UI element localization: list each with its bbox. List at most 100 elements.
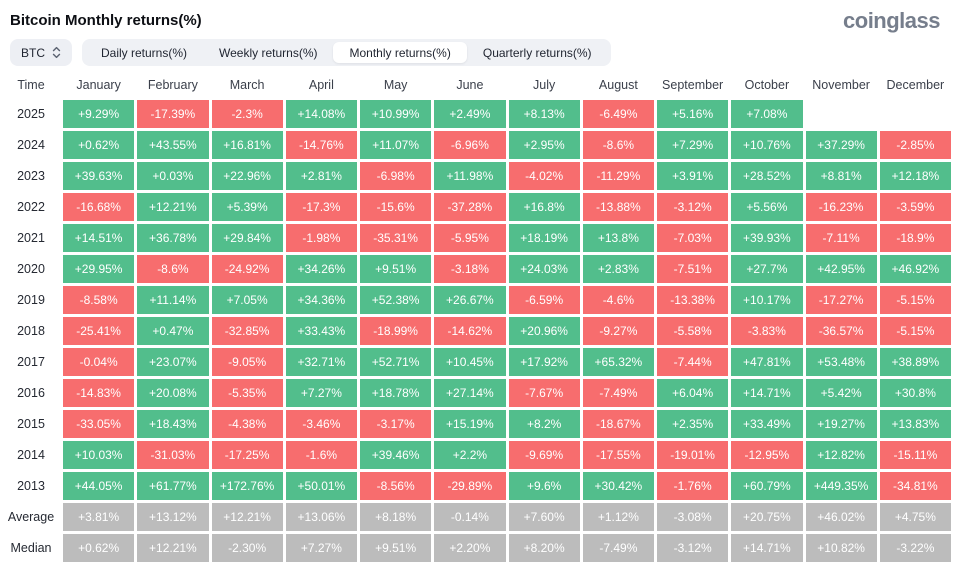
cell-2017-may: +52.71%	[360, 348, 432, 376]
cell-2014-january: +10.03%	[63, 441, 135, 469]
cell-2024-december: -2.85%	[879, 131, 951, 159]
cell-2014-october: -12.95%	[731, 441, 803, 469]
cell-2016-july: -7.67%	[508, 379, 580, 407]
cell-2021-january: +14.51%	[63, 224, 135, 252]
cell-2021-october: +39.93%	[731, 224, 803, 252]
cell-2014-march: -17.25%	[211, 441, 283, 469]
row-label-2025: 2025	[17, 107, 45, 121]
cell-2021-november: -7.11%	[805, 224, 877, 252]
cell-median-july: +8.20%	[508, 534, 580, 562]
tab-daily-returns[interactable]: Daily returns(%)	[85, 42, 203, 63]
cell-2019-april: +34.36%	[285, 286, 357, 314]
cell-2015-may: -3.17%	[360, 410, 432, 438]
cell-2017-march: -9.05%	[211, 348, 283, 376]
row-label-2017: 2017	[17, 355, 45, 369]
row-label-median: Median	[10, 541, 52, 555]
tab-monthly-returns[interactable]: Monthly returns(%)	[333, 42, 467, 63]
cell-2018-july: +20.96%	[508, 317, 580, 345]
cell-2020-july: +24.03%	[508, 255, 580, 283]
cell-2014-may: +39.46%	[360, 441, 432, 469]
cell-2023-may: -6.98%	[360, 162, 432, 190]
cell-2024-february: +43.55%	[137, 131, 209, 159]
cell-2022-june: -37.28%	[434, 193, 506, 221]
cell-2014-april: -1.6%	[285, 441, 357, 469]
cell-2025-august: -6.49%	[582, 100, 654, 128]
cell-2025-march: -2.3%	[211, 100, 283, 128]
cell-average-december: +4.75%	[879, 503, 951, 531]
returns-period-tabs: Daily returns(%) Weekly returns(%) Monthly…	[82, 39, 611, 66]
cell-2016-december: +30.8%	[879, 379, 951, 407]
cell-2013-november: +449.35%	[805, 472, 877, 500]
cell-2021-april: -1.98%	[285, 224, 357, 252]
cell-2025-june: +2.49%	[434, 100, 506, 128]
cell-2020-january: +29.95%	[63, 255, 135, 283]
cell-2014-august: -17.55%	[582, 441, 654, 469]
cell-2025-february: -17.39%	[137, 100, 209, 128]
cell-2017-july: +17.92%	[508, 348, 580, 376]
cell-2025-september: +5.16%	[657, 100, 729, 128]
cell-2019-june: +26.67%	[434, 286, 506, 314]
cell-2021-august: +13.8%	[582, 224, 654, 252]
cell-2025-may: +10.99%	[360, 100, 432, 128]
cell-2022-may: -15.6%	[360, 193, 432, 221]
cell-2014-november: +12.82%	[805, 441, 877, 469]
cell-2025-april: +14.08%	[285, 100, 357, 128]
cell-2021-may: -35.31%	[360, 224, 432, 252]
cell-2015-march: -4.38%	[211, 410, 283, 438]
cell-2025-november	[806, 100, 877, 128]
cell-2025-january: +9.29%	[63, 100, 135, 128]
cell-2015-june: +15.19%	[434, 410, 506, 438]
cell-2020-april: +34.26%	[285, 255, 357, 283]
column-header-april: April	[308, 77, 334, 92]
cell-average-january: +3.81%	[63, 503, 135, 531]
cell-2024-september: +7.29%	[657, 131, 729, 159]
tab-weekly-returns[interactable]: Weekly returns(%)	[203, 42, 333, 63]
cell-average-may: +8.18%	[360, 503, 432, 531]
column-header-august: August	[598, 77, 638, 92]
cell-2018-december: -5.15%	[879, 317, 951, 345]
cell-2021-march: +29.84%	[211, 224, 283, 252]
cell-2015-december: +13.83%	[879, 410, 951, 438]
cell-2014-february: -31.03%	[137, 441, 209, 469]
row-label-2022: 2022	[17, 200, 45, 214]
cell-2015-august: -18.67%	[582, 410, 654, 438]
tab-quarterly-returns[interactable]: Quarterly returns(%)	[467, 42, 608, 63]
cell-2018-april: +33.43%	[285, 317, 357, 345]
cell-2024-november: +37.29%	[805, 131, 877, 159]
cell-median-march: -2.30%	[211, 534, 283, 562]
cell-2016-june: +27.14%	[434, 379, 506, 407]
cell-2016-november: +5.42%	[805, 379, 877, 407]
cell-2017-june: +10.45%	[434, 348, 506, 376]
cell-2019-may: +52.38%	[360, 286, 432, 314]
cell-2022-february: +12.21%	[137, 193, 209, 221]
cell-average-february: +13.12%	[137, 503, 209, 531]
cell-2022-august: -13.88%	[582, 193, 654, 221]
cell-2023-august: -11.29%	[582, 162, 654, 190]
cell-2023-december: +12.18%	[879, 162, 951, 190]
coin-selector[interactable]: BTC	[10, 39, 72, 66]
cell-2015-april: -3.46%	[285, 410, 357, 438]
cell-2016-february: +20.08%	[137, 379, 209, 407]
cell-2016-september: +6.04%	[657, 379, 729, 407]
cell-2022-april: -17.3%	[285, 193, 357, 221]
cell-2022-december: -3.59%	[879, 193, 951, 221]
cell-2013-september: -1.76%	[657, 472, 729, 500]
cell-median-september: -3.12%	[657, 534, 729, 562]
row-label-2019: 2019	[17, 293, 45, 307]
cell-2018-september: -5.58%	[657, 317, 729, 345]
cell-2013-february: +61.77%	[137, 472, 209, 500]
cell-2017-november: +53.48%	[805, 348, 877, 376]
cell-2018-may: -18.99%	[360, 317, 432, 345]
cell-2021-december: -18.9%	[879, 224, 951, 252]
cell-2020-october: +27.7%	[731, 255, 803, 283]
cell-2018-october: -3.83%	[731, 317, 803, 345]
cell-2023-october: +28.52%	[731, 162, 803, 190]
cell-average-june: -0.14%	[434, 503, 506, 531]
cell-2017-february: +23.07%	[137, 348, 209, 376]
cell-2022-november: -16.23%	[805, 193, 877, 221]
cell-2023-november: +8.81%	[805, 162, 877, 190]
cell-2013-may: -8.56%	[360, 472, 432, 500]
updown-chevrons-icon	[52, 46, 61, 59]
column-header-january: January	[76, 77, 121, 92]
cell-2015-february: +18.43%	[137, 410, 209, 438]
